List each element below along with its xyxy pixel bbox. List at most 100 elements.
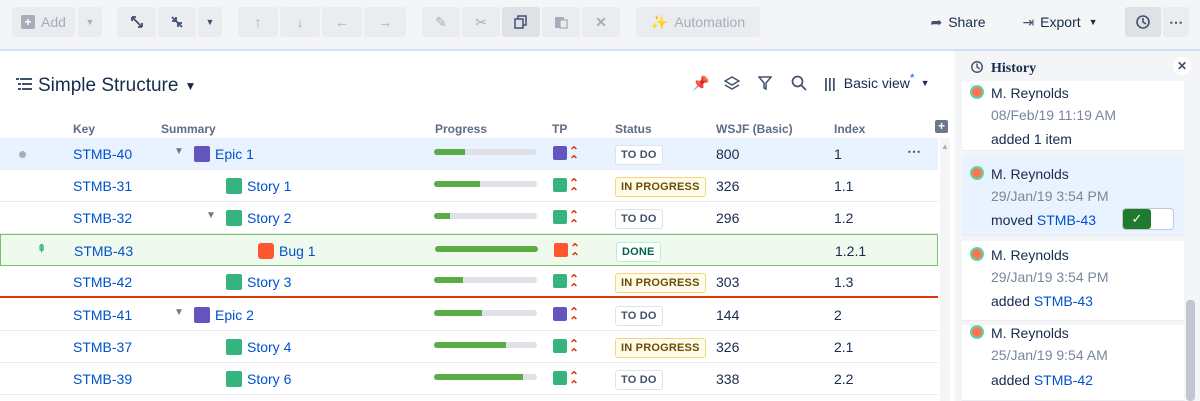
priority-highest-icon: ⌃ ⌃ — [569, 176, 580, 199]
issue-key[interactable]: STMB-32 — [73, 210, 133, 226]
issue-key[interactable]: STMB-31 — [73, 178, 133, 194]
issue-key[interactable]: STMB-39 — [73, 371, 133, 387]
history-button[interactable] — [1125, 7, 1161, 37]
collapse-dropdown-button[interactable]: ▼ — [198, 7, 222, 37]
history-user[interactable]: M. Reynolds — [991, 247, 1069, 263]
table-scrollbar-track[interactable]: ▲ — [940, 138, 950, 401]
view-selector[interactable]: ||| Basic view * ▼ — [824, 71, 930, 91]
issue-key[interactable]: STMB-41 — [73, 307, 133, 323]
history-scrollbar[interactable] — [1186, 300, 1195, 401]
history-user[interactable]: M. Reynolds — [991, 85, 1069, 101]
copy-button[interactable] — [502, 7, 540, 37]
structure-selector[interactable]: Simple Structure ▼ — [16, 75, 196, 97]
outdent-button[interactable]: ← — [322, 7, 362, 37]
history-time: 25/Jan/19 9:54 AM — [991, 347, 1108, 363]
table-row[interactable]: STMB-42 Story 3 ⌃ ⌃ IN PROGRESS 303 1.3 — [0, 266, 938, 298]
chevron-down-icon[interactable]: ▼ — [174, 146, 184, 157]
table-row[interactable]: STMB-40 ▼ Epic 1 ⌃ ⌃ TO DO 800 1 ⋯ — [0, 138, 938, 170]
copy-icon — [514, 15, 527, 29]
chevron-down-icon[interactable]: ▼ — [206, 210, 216, 221]
edit-button[interactable]: ✎ — [422, 7, 460, 37]
indent-button[interactable]: → — [364, 7, 406, 37]
columns-icon: ||| — [824, 75, 836, 91]
history-entry[interactable]: M. Reynolds 25/Jan/19 9:54 AM added STMB… — [962, 325, 1184, 401]
chevron-down-icon: ▼ — [184, 79, 197, 93]
issue-key[interactable]: STMB-37 — [73, 339, 133, 355]
history-entry[interactable]: M. Reynolds 29/Jan/19 3:54 PM moved STMB… — [962, 156, 1184, 236]
history-action: added STMB-43 — [991, 293, 1093, 309]
progress-fill — [435, 246, 538, 252]
chevron-down-icon: ▼ — [920, 78, 930, 88]
table-row[interactable]: STMB-37 Story 4 ⌃ ⌃ IN PROGRESS 326 2.1 — [0, 331, 938, 363]
status-badge: TO DO — [615, 370, 663, 390]
avatar — [970, 85, 984, 99]
issue-key[interactable]: STMB-40 — [73, 146, 133, 162]
move-down-button[interactable]: ↓ — [280, 7, 320, 37]
table-row[interactable]: STMB-32 ▼ Story 2 ⌃ ⌃ TO DO 296 1.2 — [0, 202, 938, 234]
issue-summary[interactable]: Story 4 — [247, 339, 292, 355]
chevron-down-icon[interactable]: ▼ — [174, 307, 184, 318]
automation-button[interactable]: ✨ Automation — [636, 7, 760, 37]
issue-key[interactable]: STMB-43 — [74, 243, 134, 259]
filter-icon[interactable] — [757, 75, 773, 94]
column-header-status[interactable]: Status — [615, 122, 652, 136]
table-row[interactable]: ⇞ STMB-43 Bug 1 ⌃ ⌃ DONE 1.2.1 — [0, 234, 938, 266]
index-value: 1 — [834, 146, 842, 162]
history-entry[interactable]: M. Reynolds 08/Feb/19 11:19 AM added 1 i… — [962, 81, 1184, 151]
chevron-down-icon: ▼ — [205, 17, 215, 27]
history-user[interactable]: M. Reynolds — [991, 166, 1069, 182]
table-row[interactable]: STMB-39 Story 6 ⌃ ⌃ TO DO 338 2.2 — [0, 363, 938, 395]
column-header-summary[interactable]: Summary — [161, 122, 216, 136]
history-user[interactable]: M. Reynolds — [991, 325, 1069, 341]
column-header-index[interactable]: Index — [834, 122, 866, 136]
column-header-key[interactable]: Key — [73, 122, 96, 136]
search-icon[interactable] — [791, 75, 807, 94]
move-up-button[interactable]: ↑ — [238, 7, 278, 37]
table-row[interactable]: STMB-41 ▼ Epic 2 ⌃ ⌃ TO DO 144 2 — [0, 299, 938, 331]
table-row[interactable]: STMB-31 Story 1 ⌃ ⌃ IN PROGRESS 326 1.1 — [0, 170, 938, 202]
issue-key[interactable]: STMB-42 — [73, 274, 133, 290]
issue-summary[interactable]: Story 3 — [247, 274, 292, 290]
close-icon[interactable]: ✕ — [1173, 57, 1191, 75]
add-button[interactable]: + Add — [12, 7, 75, 37]
priority-highest-icon: ⌃ ⌃ — [569, 272, 580, 295]
delete-button[interactable]: ✕ — [582, 7, 620, 37]
expand-button[interactable] — [117, 7, 156, 37]
history-issue-link[interactable]: STMB-42 — [1033, 372, 1093, 388]
story-icon — [226, 339, 242, 355]
issue-summary[interactable]: Bug 1 — [279, 243, 316, 259]
export-button[interactable]: ⇥ Export ▼ — [1010, 7, 1110, 37]
column-header-tp[interactable]: TP — [552, 122, 568, 136]
priority-highest-icon: ⌃ ⌃ — [569, 144, 580, 167]
scroll-up-icon[interactable]: ▲ — [941, 142, 949, 151]
issue-summary[interactable]: Story 6 — [247, 371, 292, 387]
history-entry[interactable]: M. Reynolds 29/Jan/19 3:54 PM added STMB… — [962, 241, 1184, 321]
share-button[interactable]: ➦ Share — [920, 7, 996, 37]
delete-icon: ✕ — [595, 13, 607, 30]
more-button[interactable]: ⋯ — [1163, 7, 1189, 37]
collapse-button[interactable] — [158, 7, 196, 37]
row-more-icon[interactable]: ⋯ — [907, 143, 921, 159]
issue-summary[interactable]: Story 2 — [247, 210, 292, 226]
issue-summary[interactable]: Story 1 — [247, 178, 292, 194]
avatar — [970, 325, 984, 339]
story-icon — [226, 210, 242, 226]
paste-button[interactable] — [542, 7, 580, 37]
structure-panel: Simple Structure ▼ 📌 ||| Basic view * ▼ … — [0, 51, 955, 401]
issue-summary[interactable]: Epic 2 — [215, 307, 254, 323]
pin-icon[interactable]: 📌 — [692, 75, 710, 91]
layers-icon[interactable] — [723, 75, 741, 94]
column-header-progress[interactable]: Progress — [435, 122, 488, 136]
issue-summary[interactable]: Epic 1 — [215, 146, 254, 162]
row-handle-icon[interactable] — [19, 151, 26, 158]
add-dropdown-button[interactable]: ▼ — [78, 7, 102, 37]
cut-button[interactable]: ✂ — [462, 7, 500, 37]
more-icon: ⋯ — [1169, 13, 1183, 30]
history-toggle[interactable]: ✓ — [1122, 208, 1174, 230]
add-column-button[interactable]: + — [935, 120, 948, 133]
history-issue-link[interactable]: STMB-43 — [1036, 212, 1097, 228]
column-header-wsjf[interactable]: WSJF (Basic) — [716, 122, 793, 136]
bug-icon — [258, 243, 274, 259]
history-issue-link[interactable]: STMB-43 — [1033, 293, 1093, 309]
wsjf-value: 296 — [716, 210, 740, 226]
